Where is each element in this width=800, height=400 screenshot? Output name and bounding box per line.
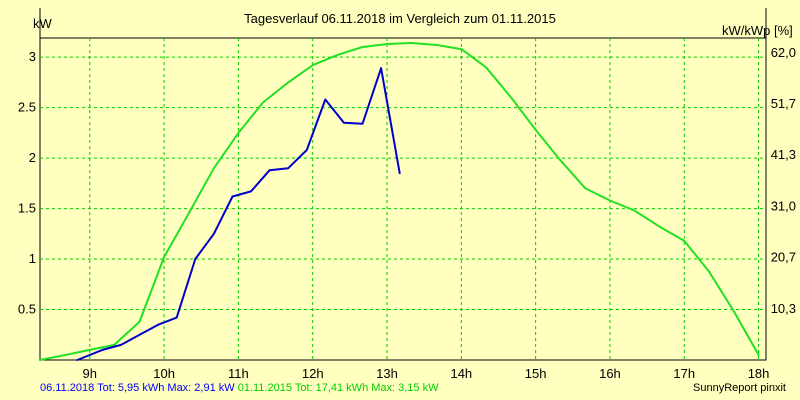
- y-tick-label-left: 2: [29, 150, 36, 165]
- plot-frame: [39, 37, 767, 361]
- y-tick-label-right: 10,3: [771, 301, 796, 316]
- series-line-06-11-2018: [76, 67, 401, 361]
- x-tick-label: 18h: [748, 366, 770, 381]
- x-tick-label: 11h: [228, 366, 249, 381]
- y-tick-label-right: 31,0: [771, 199, 796, 214]
- x-tick-label: 10h: [153, 366, 175, 381]
- brand-label: SunnyReport pinxit: [693, 382, 786, 394]
- y-tick-label-right: 51,7: [771, 96, 796, 111]
- x-tick-label: 15h: [525, 366, 547, 381]
- legend-2015: 01.11.2015 Tot: 17,41 kWh Max: 3,15 kW: [237, 382, 439, 394]
- y-tick-label-left: 1.5: [18, 201, 36, 216]
- y-tick-label-left: 2.5: [18, 100, 36, 115]
- series-group: [39, 42, 760, 361]
- series-line-01-11-2015: [39, 42, 760, 361]
- y-tick-label-right: 41,3: [771, 147, 796, 162]
- x-tick-label: 12h: [302, 366, 324, 381]
- x-tick-label: 14h: [450, 366, 472, 381]
- grid: [39, 8, 767, 361]
- x-tick-label: 13h: [376, 366, 398, 381]
- y-axis-right-unit: kW/kWp [%]: [722, 23, 793, 38]
- y-tick-label-left: 1: [29, 251, 36, 266]
- x-tick-label: 17h: [673, 366, 695, 381]
- footer-legend: 06.11.2018 Tot: 5,95 kWh Max: 2,91 kW 01…: [40, 382, 438, 394]
- y-tick-label-left: 3: [29, 49, 36, 64]
- chart-title: Tagesverlauf 06.11.2018 im Vergleich zum…: [244, 11, 556, 26]
- y-tick-label-right: 62,0: [771, 45, 796, 60]
- tick-labels: 9h 10h 11h 12h 13h 14h 15h 16h 17h 18h 0.5 1 1.5 2 2.5…: [18, 45, 796, 381]
- y-tick-label-left: 0.5: [18, 302, 36, 317]
- x-tick-label: 9h: [83, 366, 97, 381]
- x-tick-label: 16h: [599, 366, 621, 381]
- legend-2018: 06.11.2018 Tot: 5,95 kWh Max: 2,91 kW: [40, 382, 235, 394]
- y-axis-left-unit: kW: [33, 16, 53, 31]
- y-tick-label-right: 20,7: [771, 250, 796, 265]
